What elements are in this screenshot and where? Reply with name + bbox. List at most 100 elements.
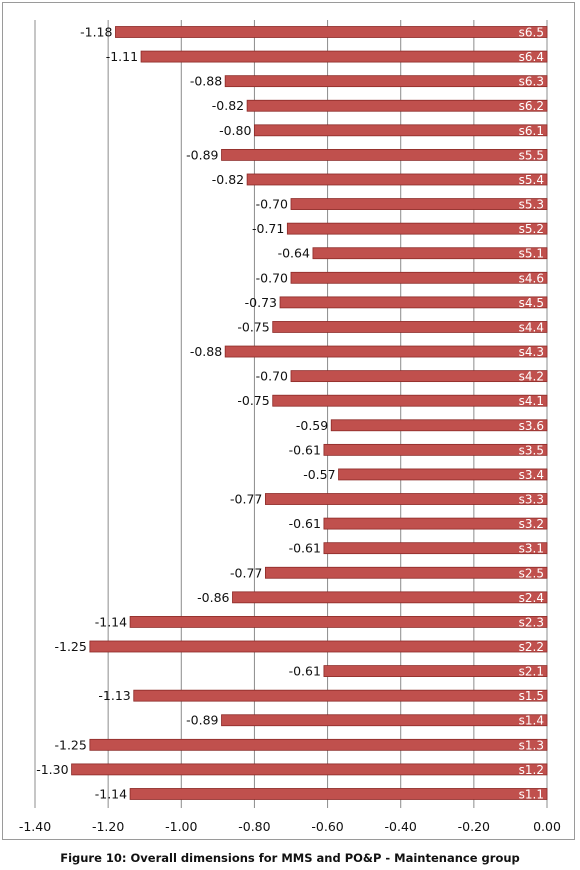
category-label: s1.5	[519, 689, 544, 703]
bar-chart: -1.18 s6.5 -1.11 s6.4 -0.88 s6.3 -0.82 s6.2 -0.8…	[19, 20, 561, 834]
bar	[272, 394, 548, 407]
category-label: s3.4	[519, 468, 544, 482]
bar	[323, 517, 548, 530]
value-label: -0.80	[219, 123, 251, 138]
bar	[279, 296, 548, 309]
category-label: s2.5	[519, 566, 544, 580]
bar	[338, 468, 548, 481]
bar	[290, 370, 548, 383]
bar	[272, 321, 548, 333]
category-label: s4.6	[519, 271, 544, 285]
category-label: s4.4	[519, 320, 544, 334]
value-label: -0.70	[256, 270, 288, 285]
category-label: s3.1	[519, 542, 544, 556]
category-label: s3.5	[519, 443, 544, 457]
value-label: -0.88	[190, 344, 222, 359]
bar	[71, 763, 548, 776]
x-tick-label: -0.80	[238, 819, 270, 834]
value-label: -1.25	[55, 639, 87, 654]
x-tick-label: -0.20	[458, 819, 490, 834]
x-tick-label: -0.40	[385, 819, 417, 834]
value-label: -1.11	[106, 49, 138, 64]
x-tick-label: -1.20	[92, 819, 124, 834]
value-label: -0.82	[212, 98, 244, 113]
value-label: -0.71	[252, 221, 284, 236]
category-label: s2.2	[519, 640, 544, 654]
category-label: s2.1	[519, 665, 544, 679]
value-label: -0.89	[186, 713, 218, 728]
category-label: s3.2	[519, 517, 544, 531]
category-label: s1.1	[519, 787, 544, 801]
bar	[221, 714, 548, 727]
value-label: -0.86	[197, 590, 229, 605]
bar	[140, 50, 548, 63]
bar	[323, 665, 548, 677]
category-label: s2.4	[519, 591, 544, 605]
category-label: s6.1	[519, 124, 544, 138]
category-label: s5.3	[519, 198, 544, 212]
value-label: -0.61	[289, 516, 321, 531]
category-label: s5.4	[519, 173, 544, 187]
category-label: s6.4	[519, 50, 544, 64]
value-label: -0.75	[237, 319, 269, 334]
category-label: s1.3	[519, 738, 544, 752]
value-label: -1.30	[36, 762, 68, 777]
bar	[115, 26, 548, 38]
category-label: s4.1	[519, 394, 544, 408]
category-label: s6.3	[519, 75, 544, 89]
category-label: s2.3	[519, 615, 544, 629]
x-tick-label: -0.60	[311, 819, 343, 834]
bar	[129, 616, 548, 628]
x-axis-ticks: -1.40 -1.20 -1.00 -0.80 -0.60 -0.40 -0.20 0.00	[19, 819, 561, 834]
x-tick-label: 0.00	[533, 819, 561, 834]
category-label: s3.3	[519, 493, 544, 507]
value-label: -0.61	[289, 541, 321, 556]
bar	[323, 443, 548, 456]
bar	[323, 542, 548, 555]
category-label: s5.1	[519, 247, 544, 261]
bar	[224, 345, 548, 358]
value-label: -0.89	[186, 147, 218, 162]
value-label: -0.75	[237, 393, 269, 408]
value-label: -0.70	[256, 197, 288, 212]
value-label: -0.64	[278, 246, 310, 261]
bar	[290, 198, 548, 210]
value-label: -0.77	[230, 492, 262, 507]
bar	[286, 222, 548, 235]
value-label: -1.25	[55, 737, 87, 752]
category-label: s6.2	[519, 99, 544, 113]
bar	[264, 566, 548, 579]
value-label: -0.82	[212, 172, 244, 187]
bar	[330, 419, 548, 432]
bars: -1.18 s6.5 -1.11 s6.4 -0.88 s6.3 -0.82 s6.2 -0.8…	[36, 25, 548, 801]
value-label: -1.14	[95, 786, 127, 801]
bar	[264, 493, 548, 505]
bar	[89, 738, 548, 751]
category-label: s1.4	[519, 714, 544, 728]
value-label: -0.77	[230, 565, 262, 580]
bar	[129, 788, 548, 800]
category-label: s1.2	[519, 763, 544, 777]
figure-caption: Figure 10: Overall dimensions for MMS an…	[60, 851, 520, 865]
category-label: s4.3	[519, 345, 544, 359]
value-label: -0.70	[256, 369, 288, 384]
value-label: -0.88	[190, 74, 222, 89]
bar	[133, 689, 548, 702]
value-label: -0.61	[289, 664, 321, 679]
category-label: s3.6	[519, 419, 544, 433]
bar	[312, 247, 548, 260]
x-tick-label: -1.00	[165, 819, 197, 834]
category-label: s6.5	[519, 26, 544, 40]
bar	[246, 99, 548, 112]
category-label: s5.5	[519, 148, 544, 162]
bar	[254, 124, 548, 137]
bar	[246, 173, 548, 186]
value-label: -0.73	[245, 295, 277, 310]
category-label: s4.2	[519, 370, 544, 384]
value-label: -0.59	[296, 418, 328, 433]
category-label: s5.2	[519, 222, 544, 236]
value-label: -0.61	[289, 442, 321, 457]
bar	[290, 271, 548, 284]
value-label: -0.57	[303, 467, 335, 482]
value-label: -1.13	[98, 688, 130, 703]
